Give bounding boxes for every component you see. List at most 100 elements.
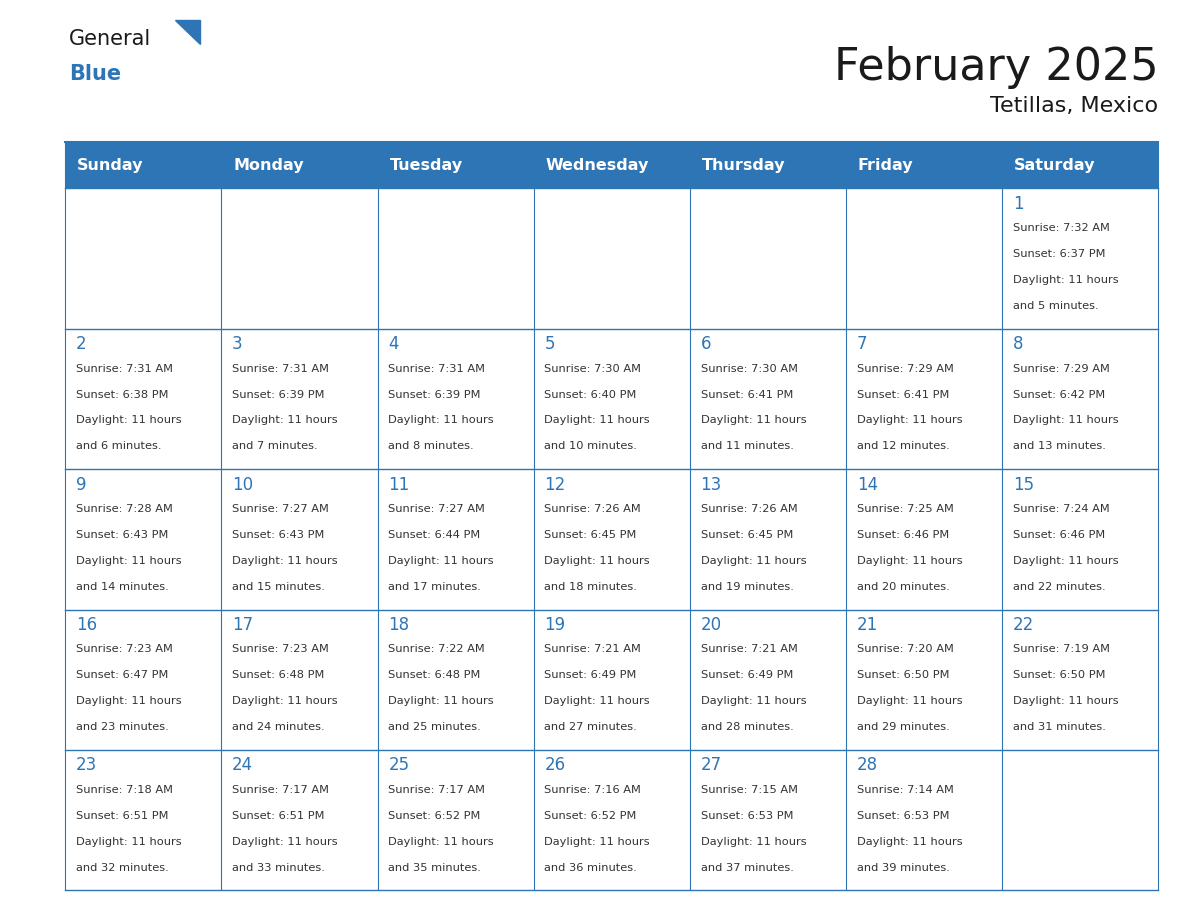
Text: Daylight: 11 hours: Daylight: 11 hours xyxy=(857,697,962,707)
Text: Sunrise: 7:24 AM: Sunrise: 7:24 AM xyxy=(1013,504,1110,514)
Text: 18: 18 xyxy=(388,616,410,634)
Text: Sunrise: 7:21 AM: Sunrise: 7:21 AM xyxy=(544,644,642,655)
Text: and 14 minutes.: and 14 minutes. xyxy=(76,582,169,592)
Text: Sunrise: 7:31 AM: Sunrise: 7:31 AM xyxy=(76,364,173,374)
Bar xyxy=(846,329,1003,469)
Text: Daylight: 11 hours: Daylight: 11 hours xyxy=(232,556,337,566)
Text: Saturday: Saturday xyxy=(1015,158,1095,173)
Text: Sunrise: 7:21 AM: Sunrise: 7:21 AM xyxy=(701,644,797,655)
Bar xyxy=(1003,469,1158,610)
Text: Sunset: 6:41 PM: Sunset: 6:41 PM xyxy=(701,389,792,399)
Text: and 19 minutes.: and 19 minutes. xyxy=(701,582,794,592)
Text: 22: 22 xyxy=(1013,616,1034,634)
Text: 26: 26 xyxy=(544,756,565,775)
Text: Sunset: 6:49 PM: Sunset: 6:49 PM xyxy=(701,670,792,680)
Bar xyxy=(533,750,690,890)
Text: Sunset: 6:45 PM: Sunset: 6:45 PM xyxy=(701,530,792,540)
Text: 25: 25 xyxy=(388,756,410,775)
Bar xyxy=(1003,750,1158,890)
Text: Sunset: 6:49 PM: Sunset: 6:49 PM xyxy=(544,670,637,680)
Text: 6: 6 xyxy=(701,335,712,353)
Text: 3: 3 xyxy=(232,335,242,353)
Text: Sunset: 6:48 PM: Sunset: 6:48 PM xyxy=(388,670,481,680)
Text: and 12 minutes.: and 12 minutes. xyxy=(857,442,949,452)
Bar xyxy=(221,329,378,469)
Text: Sunrise: 7:23 AM: Sunrise: 7:23 AM xyxy=(76,644,173,655)
Text: Sunset: 6:43 PM: Sunset: 6:43 PM xyxy=(232,530,324,540)
Bar xyxy=(690,188,846,329)
Text: Sunset: 6:52 PM: Sunset: 6:52 PM xyxy=(388,811,481,821)
Text: 11: 11 xyxy=(388,476,410,494)
Text: and 28 minutes.: and 28 minutes. xyxy=(701,722,794,733)
Text: Sunrise: 7:15 AM: Sunrise: 7:15 AM xyxy=(701,785,797,795)
Text: Sunrise: 7:22 AM: Sunrise: 7:22 AM xyxy=(388,644,485,655)
Text: Tetillas, Mexico: Tetillas, Mexico xyxy=(990,96,1158,117)
Text: Sunset: 6:47 PM: Sunset: 6:47 PM xyxy=(76,670,169,680)
Text: Daylight: 11 hours: Daylight: 11 hours xyxy=(76,556,182,566)
Text: Sunrise: 7:19 AM: Sunrise: 7:19 AM xyxy=(1013,644,1110,655)
Text: 16: 16 xyxy=(76,616,97,634)
Text: Sunset: 6:52 PM: Sunset: 6:52 PM xyxy=(544,811,637,821)
Text: 8: 8 xyxy=(1013,335,1023,353)
Text: and 13 minutes.: and 13 minutes. xyxy=(1013,442,1106,452)
Text: 9: 9 xyxy=(76,476,87,494)
Text: Daylight: 11 hours: Daylight: 11 hours xyxy=(232,837,337,847)
Text: Sunrise: 7:27 AM: Sunrise: 7:27 AM xyxy=(388,504,485,514)
Text: Sunrise: 7:31 AM: Sunrise: 7:31 AM xyxy=(388,364,486,374)
Text: Sunday: Sunday xyxy=(77,158,144,173)
Text: Sunset: 6:46 PM: Sunset: 6:46 PM xyxy=(857,530,949,540)
Bar xyxy=(846,188,1003,329)
Text: Sunset: 6:48 PM: Sunset: 6:48 PM xyxy=(232,670,324,680)
Text: Daylight: 11 hours: Daylight: 11 hours xyxy=(76,837,182,847)
Text: Sunrise: 7:17 AM: Sunrise: 7:17 AM xyxy=(232,785,329,795)
Text: 28: 28 xyxy=(857,756,878,775)
Bar xyxy=(533,610,690,750)
Bar xyxy=(846,610,1003,750)
Bar xyxy=(533,469,690,610)
Bar xyxy=(846,142,1003,188)
Text: Sunrise: 7:30 AM: Sunrise: 7:30 AM xyxy=(544,364,642,374)
Text: Sunset: 6:46 PM: Sunset: 6:46 PM xyxy=(1013,530,1105,540)
Text: Daylight: 11 hours: Daylight: 11 hours xyxy=(544,837,650,847)
Text: Daylight: 11 hours: Daylight: 11 hours xyxy=(544,556,650,566)
Bar xyxy=(533,142,690,188)
Text: Sunset: 6:53 PM: Sunset: 6:53 PM xyxy=(701,811,794,821)
Bar xyxy=(846,750,1003,890)
Bar xyxy=(1003,142,1158,188)
Text: Daylight: 11 hours: Daylight: 11 hours xyxy=(388,416,494,426)
Text: Daylight: 11 hours: Daylight: 11 hours xyxy=(388,556,494,566)
Text: and 15 minutes.: and 15 minutes. xyxy=(232,582,326,592)
Text: and 33 minutes.: and 33 minutes. xyxy=(232,863,326,873)
Bar xyxy=(221,610,378,750)
Bar xyxy=(690,329,846,469)
Text: Sunrise: 7:26 AM: Sunrise: 7:26 AM xyxy=(544,504,642,514)
Text: Sunset: 6:43 PM: Sunset: 6:43 PM xyxy=(76,530,169,540)
Text: 13: 13 xyxy=(701,476,722,494)
Text: Daylight: 11 hours: Daylight: 11 hours xyxy=(857,416,962,426)
Text: Sunset: 6:39 PM: Sunset: 6:39 PM xyxy=(232,389,324,399)
Text: 12: 12 xyxy=(544,476,565,494)
Text: Sunset: 6:40 PM: Sunset: 6:40 PM xyxy=(544,389,637,399)
Bar xyxy=(690,469,846,610)
Text: Tuesday: Tuesday xyxy=(390,158,462,173)
Text: and 18 minutes.: and 18 minutes. xyxy=(544,582,637,592)
Text: and 35 minutes.: and 35 minutes. xyxy=(388,863,481,873)
Text: 2: 2 xyxy=(76,335,87,353)
Text: 21: 21 xyxy=(857,616,878,634)
Text: Sunrise: 7:27 AM: Sunrise: 7:27 AM xyxy=(232,504,329,514)
Text: Sunrise: 7:18 AM: Sunrise: 7:18 AM xyxy=(76,785,173,795)
Bar xyxy=(1003,610,1158,750)
Text: Sunrise: 7:29 AM: Sunrise: 7:29 AM xyxy=(857,364,954,374)
Text: Daylight: 11 hours: Daylight: 11 hours xyxy=(388,697,494,707)
Text: Daylight: 11 hours: Daylight: 11 hours xyxy=(544,416,650,426)
Text: and 37 minutes.: and 37 minutes. xyxy=(701,863,794,873)
Text: 10: 10 xyxy=(232,476,253,494)
Text: Sunset: 6:51 PM: Sunset: 6:51 PM xyxy=(76,811,169,821)
Bar xyxy=(221,188,378,329)
Text: and 5 minutes.: and 5 minutes. xyxy=(1013,301,1099,311)
Text: Blue: Blue xyxy=(69,64,121,84)
Text: and 36 minutes.: and 36 minutes. xyxy=(544,863,637,873)
Text: and 29 minutes.: and 29 minutes. xyxy=(857,722,949,733)
Text: and 23 minutes.: and 23 minutes. xyxy=(76,722,169,733)
Text: General: General xyxy=(69,29,151,50)
